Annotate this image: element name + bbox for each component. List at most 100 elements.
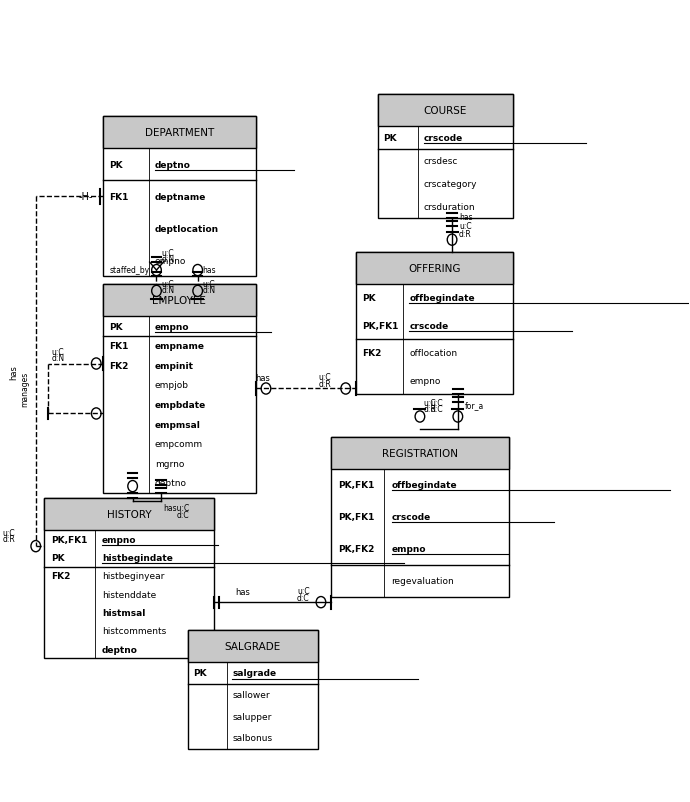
Text: histenddate: histenddate	[102, 590, 156, 599]
Bar	[356, 253, 513, 395]
Text: crscategory: crscategory	[424, 180, 477, 188]
Text: histcomments: histcomments	[102, 626, 166, 635]
Text: offlocation: offlocation	[409, 349, 457, 358]
Text: PK: PK	[384, 134, 397, 143]
Text: FK1: FK1	[109, 192, 128, 201]
Text: FK2: FK2	[362, 349, 382, 358]
Text: for_a: for_a	[464, 401, 484, 410]
Text: d:R: d:R	[3, 535, 15, 544]
Text: offbegindate: offbegindate	[391, 480, 457, 489]
Text: FK2: FK2	[109, 362, 128, 371]
Text: histbegindate: histbegindate	[102, 553, 172, 562]
Text: d:N: d:N	[161, 255, 175, 264]
Text: empno: empno	[155, 257, 186, 265]
Text: has: has	[256, 374, 270, 383]
Bar	[103, 286, 256, 317]
Text: deptname: deptname	[155, 192, 206, 201]
Text: -H-: -H-	[79, 192, 93, 202]
Text: manages: manages	[21, 371, 30, 407]
Text: histbeginyear: histbeginyear	[102, 572, 164, 581]
Text: u:C: u:C	[52, 347, 64, 356]
Text: u:C: u:C	[297, 585, 310, 595]
Text: empcomm: empcomm	[155, 439, 203, 448]
Text: deptno: deptno	[155, 479, 187, 488]
Bar	[378, 95, 513, 219]
Text: PK: PK	[109, 322, 123, 331]
Text: mgrno: mgrno	[155, 459, 184, 468]
Text: empname: empname	[155, 342, 205, 351]
Text: salbonus: salbonus	[233, 733, 273, 743]
Text: u:C: u:C	[459, 222, 471, 231]
Text: PK,FK2: PK,FK2	[338, 545, 375, 553]
Text: HISTORY: HISTORY	[107, 509, 152, 520]
Text: sallower: sallower	[233, 691, 270, 699]
Text: crscode: crscode	[409, 321, 448, 330]
Text: u:C: u:C	[318, 372, 331, 382]
Text: EMPLOYEE: EMPLOYEE	[152, 296, 206, 306]
Text: regevaluation: regevaluation	[391, 577, 454, 585]
Text: crscode: crscode	[391, 512, 431, 521]
Text: PK,FK1: PK,FK1	[338, 480, 375, 489]
Text: u:C: u:C	[161, 249, 174, 257]
Text: COURSE: COURSE	[424, 106, 467, 115]
Text: PK: PK	[193, 669, 207, 678]
Text: d:R: d:R	[424, 404, 436, 413]
Text: deptno: deptno	[155, 160, 191, 170]
Bar	[188, 630, 317, 662]
Text: has: has	[10, 364, 19, 379]
Text: empinit: empinit	[155, 362, 194, 371]
Text: d:N: d:N	[161, 286, 175, 295]
Bar	[103, 286, 256, 493]
Text: deptno: deptno	[102, 645, 138, 654]
Text: hasu:C: hasu:C	[163, 504, 189, 512]
Bar	[188, 630, 317, 748]
Text: u:C: u:C	[202, 280, 215, 289]
Text: empjob: empjob	[155, 381, 189, 390]
Text: PK,FK1: PK,FK1	[51, 535, 87, 544]
Text: d:N: d:N	[52, 354, 65, 363]
Text: DEPARTMENT: DEPARTMENT	[145, 128, 214, 138]
Text: staffed_by: staffed_by	[110, 266, 150, 275]
Text: d:R: d:R	[318, 379, 331, 389]
Text: empmsal: empmsal	[155, 420, 201, 429]
Bar	[331, 437, 509, 469]
Text: PK: PK	[109, 160, 123, 170]
Text: crscode: crscode	[424, 134, 463, 143]
Text: u:C: u:C	[431, 398, 443, 407]
Text: has: has	[202, 266, 216, 275]
Text: empno: empno	[391, 545, 426, 553]
Bar	[378, 95, 513, 127]
Text: empbdate: empbdate	[155, 400, 206, 410]
Text: FK1: FK1	[109, 342, 128, 351]
Bar	[103, 117, 256, 149]
Text: has: has	[235, 587, 250, 597]
Text: empno: empno	[155, 322, 190, 331]
Text: PK: PK	[362, 294, 376, 302]
Text: empno: empno	[409, 376, 441, 385]
Text: histmsal: histmsal	[102, 608, 146, 618]
Text: u:C: u:C	[424, 398, 436, 407]
Text: crsduration: crsduration	[424, 203, 475, 212]
Text: u:C: u:C	[161, 280, 174, 289]
Bar	[103, 117, 256, 277]
Text: FK2: FK2	[51, 572, 70, 581]
Text: REGISTRATION: REGISTRATION	[382, 448, 458, 458]
Text: u:C: u:C	[3, 529, 15, 537]
Text: deptlocation: deptlocation	[155, 225, 219, 233]
Text: has: has	[459, 213, 473, 221]
Text: d:C: d:C	[431, 404, 443, 413]
Text: empno: empno	[102, 535, 137, 544]
Text: d:R: d:R	[459, 230, 472, 239]
Text: PK,FK1: PK,FK1	[362, 321, 399, 330]
Text: OFFERING: OFFERING	[408, 263, 461, 273]
Bar	[44, 499, 215, 530]
Text: d:C: d:C	[177, 510, 190, 519]
Text: d:C: d:C	[297, 593, 310, 602]
Text: salupper: salupper	[233, 712, 272, 721]
Text: d:N: d:N	[202, 286, 215, 295]
Text: PK,FK1: PK,FK1	[338, 512, 375, 521]
Text: offbegindate: offbegindate	[409, 294, 475, 302]
Bar	[44, 499, 215, 658]
Text: SALGRADE: SALGRADE	[225, 642, 281, 651]
Bar	[356, 253, 513, 285]
